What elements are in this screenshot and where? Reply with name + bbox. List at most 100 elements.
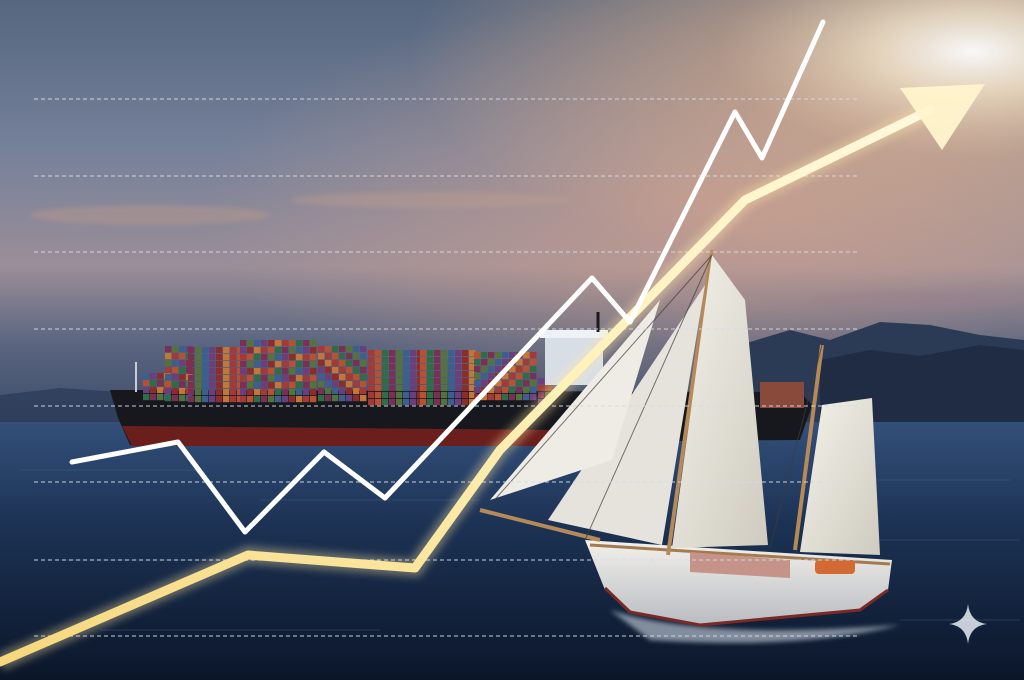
- container: [488, 387, 495, 394]
- container: [488, 352, 495, 359]
- trend-arrowhead: [900, 84, 985, 150]
- container: [157, 380, 164, 387]
- container: [339, 360, 346, 367]
- container: [481, 359, 488, 366]
- container: [289, 347, 296, 354]
- container: [523, 366, 530, 373]
- container: [172, 374, 179, 381]
- container: [332, 395, 339, 402]
- container: [410, 364, 417, 371]
- container: [516, 366, 523, 373]
- container: [523, 352, 530, 359]
- container: [303, 347, 310, 354]
- container: [339, 395, 346, 402]
- container: [179, 346, 186, 353]
- container: [523, 394, 530, 401]
- container: [172, 346, 179, 353]
- mainsail: [672, 255, 768, 548]
- container: [448, 378, 455, 385]
- container: [360, 374, 367, 381]
- container: [318, 353, 325, 360]
- container: [172, 388, 179, 395]
- container: [247, 389, 254, 396]
- container: [247, 368, 254, 375]
- container: [247, 375, 254, 382]
- container: [188, 382, 195, 389]
- container: [448, 399, 455, 406]
- container: [202, 368, 209, 375]
- container: [150, 373, 157, 380]
- container: [502, 359, 509, 366]
- container: [303, 368, 310, 375]
- container: [157, 387, 164, 394]
- container: [474, 387, 481, 394]
- container: [230, 361, 237, 368]
- container: [296, 375, 303, 382]
- container: [165, 346, 172, 353]
- container: [310, 340, 317, 347]
- container: [318, 374, 325, 381]
- container: [502, 373, 509, 380]
- container: [420, 392, 427, 399]
- container: [223, 368, 230, 375]
- container: [441, 350, 448, 357]
- container: [240, 340, 247, 347]
- container: [289, 375, 296, 382]
- container: [474, 352, 481, 359]
- container: [325, 374, 332, 381]
- container: [261, 361, 268, 368]
- container: [455, 385, 462, 392]
- container: [462, 371, 469, 378]
- container: [247, 361, 254, 368]
- container: [538, 392, 545, 399]
- sailboat: [479, 249, 900, 643]
- container: [469, 371, 476, 378]
- container: [462, 378, 469, 385]
- container: [318, 381, 325, 388]
- container: [296, 354, 303, 361]
- container: [427, 392, 434, 399]
- container: [441, 364, 448, 371]
- container: [538, 378, 545, 385]
- container: [282, 382, 289, 389]
- golden-trend-arrow: [0, 84, 985, 671]
- container: [469, 364, 476, 371]
- container: [523, 387, 530, 394]
- container: [209, 347, 216, 354]
- container: [275, 375, 282, 382]
- container: [150, 394, 157, 401]
- container: [448, 350, 455, 357]
- container: [410, 385, 417, 392]
- container: [346, 381, 353, 388]
- container: [216, 354, 223, 361]
- container: [455, 392, 462, 399]
- container: [403, 399, 410, 406]
- container: [310, 389, 317, 396]
- container: [165, 367, 172, 374]
- container: [240, 368, 247, 375]
- container: [516, 387, 523, 394]
- container: [530, 373, 537, 380]
- container: [448, 385, 455, 392]
- container: [179, 388, 186, 395]
- container: [157, 373, 164, 380]
- container: [230, 354, 237, 361]
- container: [303, 340, 310, 347]
- container: [389, 364, 396, 371]
- container: [275, 389, 282, 396]
- container: [396, 385, 403, 392]
- container: [502, 380, 509, 387]
- container: [282, 368, 289, 375]
- container: [310, 361, 317, 368]
- container: [481, 394, 488, 401]
- container: [275, 396, 282, 403]
- container: [254, 382, 261, 389]
- container: [530, 394, 537, 401]
- container: [296, 396, 303, 403]
- container: [325, 346, 332, 353]
- container: [441, 392, 448, 399]
- container: [441, 371, 448, 378]
- container: [523, 380, 530, 387]
- container: [268, 340, 275, 347]
